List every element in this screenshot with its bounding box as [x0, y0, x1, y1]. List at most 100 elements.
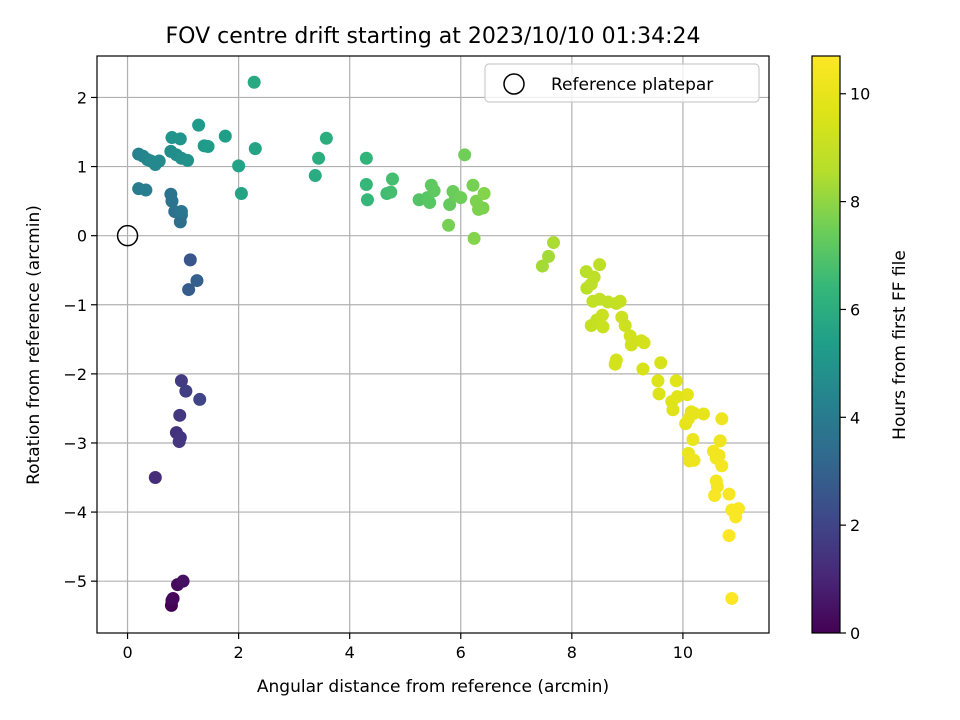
data-points [132, 75, 745, 612]
colorbar-tick-label: 10 [850, 85, 870, 104]
x-tick-label: 6 [456, 643, 466, 662]
data-point [360, 193, 374, 207]
data-point [181, 153, 195, 167]
data-point [686, 433, 700, 447]
data-point [687, 406, 701, 420]
legend-box [484, 63, 760, 103]
data-point [359, 178, 373, 192]
plot-frame [96, 55, 770, 634]
y-tick-label: −2 [63, 365, 87, 384]
colorbar-tick-label: 6 [850, 300, 860, 319]
y-tick-label: 2 [77, 88, 87, 107]
data-point [176, 574, 190, 588]
data-point [596, 320, 610, 334]
data-point [715, 412, 729, 426]
data-point [613, 294, 627, 308]
data-point [427, 184, 441, 198]
data-point [608, 357, 622, 371]
data-point [680, 388, 694, 402]
legend-open-circle-icon [503, 73, 525, 95]
colorbar-tick-label: 2 [850, 516, 860, 535]
data-point [725, 591, 739, 605]
legend: Reference platepar [484, 63, 760, 103]
colorbar-label: Hours from first FF file [890, 250, 910, 440]
data-point [173, 132, 187, 146]
data-point [139, 183, 153, 197]
data-point [637, 336, 651, 350]
data-point [173, 408, 187, 422]
data-point [666, 403, 680, 417]
data-point [651, 374, 665, 388]
data-point [713, 434, 727, 448]
data-point [696, 407, 710, 421]
data-point [234, 187, 248, 201]
data-point [654, 356, 668, 370]
data-point [712, 448, 726, 462]
x-tick-label: 2 [234, 643, 244, 662]
data-point [247, 75, 261, 89]
data-point [458, 148, 472, 162]
y-tick-label: −1 [63, 296, 87, 315]
data-point [467, 231, 481, 245]
data-point [636, 362, 650, 376]
data-point [190, 274, 204, 288]
data-point [319, 131, 333, 145]
colorbar-ticks: 0 2 4 6 8 10 [840, 85, 870, 643]
data-point [624, 338, 638, 352]
data-point [547, 236, 561, 250]
colorbar-tick-label: 4 [850, 408, 860, 427]
data-point [715, 459, 729, 473]
data-point [722, 529, 736, 543]
data-point [708, 488, 722, 502]
reference-platepar-marker [116, 224, 139, 247]
data-point [477, 187, 491, 201]
data-point [359, 151, 373, 165]
data-point [669, 374, 683, 388]
y-tick-label: 0 [77, 227, 87, 246]
data-point [722, 487, 736, 501]
x-axis-label: Angular distance from reference (arcmin) [257, 677, 609, 697]
y-tick-label: −3 [63, 434, 87, 453]
data-point [174, 374, 188, 388]
x-tick-label: 4 [345, 643, 355, 662]
data-point [182, 283, 196, 297]
y-axis-ticks: −5 −4 −3 −2 −1 0 1 2 [63, 88, 97, 591]
data-point [652, 387, 666, 401]
chart-title: FOV centre drift starting at 2023/10/10 … [166, 24, 701, 49]
data-point [232, 159, 246, 173]
data-point [595, 308, 609, 322]
data-point [593, 258, 607, 272]
data-point [201, 140, 215, 154]
data-point [152, 154, 166, 168]
data-point [687, 453, 701, 467]
colorbar: 0 2 4 6 8 10 Hours from first FF file [811, 55, 910, 643]
data-point [535, 259, 549, 273]
y-axis-label: Rotation from reference (arcmin) [24, 205, 44, 485]
data-point [192, 118, 206, 132]
colorbar-gradient [812, 56, 840, 633]
colorbar-tick-label: 8 [850, 193, 860, 212]
data-point [454, 191, 468, 205]
data-point [218, 129, 232, 143]
y-tick-label: −4 [63, 503, 87, 522]
data-point [423, 195, 437, 209]
x-axis-ticks: 0 2 4 6 8 10 [122, 633, 693, 662]
reference-marker-group [116, 224, 139, 247]
x-tick-label: 0 [122, 643, 132, 662]
data-point [542, 249, 556, 263]
data-point [587, 270, 601, 284]
x-tick-label: 8 [567, 643, 577, 662]
grid [97, 56, 769, 633]
colorbar-tick-label: 0 [850, 624, 860, 643]
y-tick-label: 1 [77, 158, 87, 177]
data-point [183, 253, 197, 267]
data-point [312, 151, 326, 165]
data-point [384, 185, 398, 199]
data-point [173, 215, 187, 229]
legend-entry-label: Reference platepar [551, 75, 713, 95]
data-point [670, 390, 684, 404]
data-point [618, 318, 632, 332]
y-tick-label: −5 [63, 572, 87, 591]
data-point [179, 384, 193, 398]
